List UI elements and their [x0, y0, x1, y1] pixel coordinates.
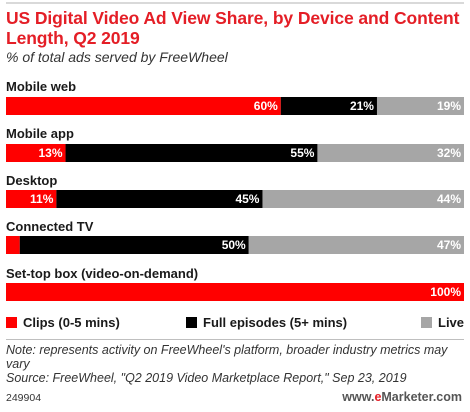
- bar-mobile-app-full-episodes: [65, 144, 318, 162]
- bar-connected-tv-full-episodes: [19, 236, 249, 254]
- legend-label-live: Live: [438, 315, 465, 330]
- data-label-desktop-full-episodes: 45%: [235, 192, 259, 206]
- legend-swatch-full-episodes: [186, 317, 197, 328]
- brand-link[interactable]: www.eMarketer.com: [342, 390, 462, 404]
- bar-desktop-clips: [6, 190, 57, 208]
- chart-id: 249904: [6, 392, 42, 404]
- bar-mobile-web-clips: [6, 97, 281, 115]
- data-label-mobile-app-live: 32%: [437, 146, 461, 160]
- notes: Note: represents activity on FreeWheel's…: [6, 343, 466, 385]
- stacked-bar-chart: Mobile web 60% 21% 19% Mobile app 13% 55% 32% De…: [6, 79, 464, 301]
- data-label-mobile-web-live: 19%: [437, 99, 461, 113]
- data-label-mobile-app-clips: 13%: [39, 146, 63, 160]
- bar-connected-tv-live: [248, 236, 464, 254]
- bar-mobile-app-clips: [6, 144, 66, 162]
- bar-desktop-live: [262, 190, 464, 208]
- legend-swatch-live: [421, 317, 432, 328]
- category-label-set-top-box-video-on-demand: Set-top box (video-on-demand): [6, 266, 198, 281]
- chart-subtitle: % of total ads served by FreeWheel: [6, 49, 228, 65]
- top-rule: [6, 2, 464, 4]
- legend-swatch-clips: [6, 317, 17, 328]
- data-label-desktop-live: 44%: [437, 192, 461, 206]
- data-label-desktop-clips: 11%: [30, 192, 54, 206]
- category-label-mobile-app: Mobile app: [6, 126, 74, 141]
- data-label-mobile-web-clips: 60%: [254, 99, 278, 113]
- bar-mobile-web-live: [376, 97, 464, 115]
- brand-suffix: Marketer.com: [381, 390, 462, 404]
- footer-divider: [6, 339, 464, 340]
- category-label-desktop: Desktop: [6, 173, 57, 188]
- category-label-mobile-web: Mobile web: [6, 79, 76, 94]
- chart-title: US Digital Video Ad View Share, by Devic…: [6, 8, 460, 48]
- bar-mobile-app-live: [317, 144, 464, 162]
- legend: Clips (0-5 mins) Full episodes (5+ mins)…: [0, 315, 470, 331]
- legend-item-full-episodes: Full episodes (5+ mins): [186, 315, 347, 330]
- legend-item-live: Live: [421, 315, 464, 330]
- note-text: Note: represents activity on FreeWheel's…: [6, 343, 448, 371]
- data-label-set-top-box-video-on-demand-clips: 100%: [430, 285, 461, 299]
- bar-set-top-box-video-on-demand-clips: [6, 283, 464, 301]
- data-label-connected-tv-full-episodes: 50%: [222, 238, 246, 252]
- legend-item-clips: Clips (0-5 mins): [6, 315, 120, 330]
- brand-prefix: www.: [342, 390, 375, 404]
- brand-accent: e: [374, 390, 382, 404]
- bar-desktop-full-episodes: [56, 190, 263, 208]
- legend-label-full-episodes: Full episodes (5+ mins): [203, 315, 348, 330]
- data-label-mobile-app-full-episodes: 55%: [290, 146, 314, 160]
- source-text: Source: FreeWheel, "Q2 2019 Video Market…: [6, 371, 407, 385]
- legend-label-clips: Clips (0-5 mins): [23, 315, 120, 330]
- category-label-connected-tv: Connected TV: [6, 219, 94, 234]
- bar-mobile-web-full-episodes: [280, 97, 377, 115]
- data-label-connected-tv-live: 47%: [437, 238, 461, 252]
- bar-connected-tv-clips: [6, 236, 20, 254]
- data-label-mobile-web-full-episodes: 21%: [350, 99, 374, 113]
